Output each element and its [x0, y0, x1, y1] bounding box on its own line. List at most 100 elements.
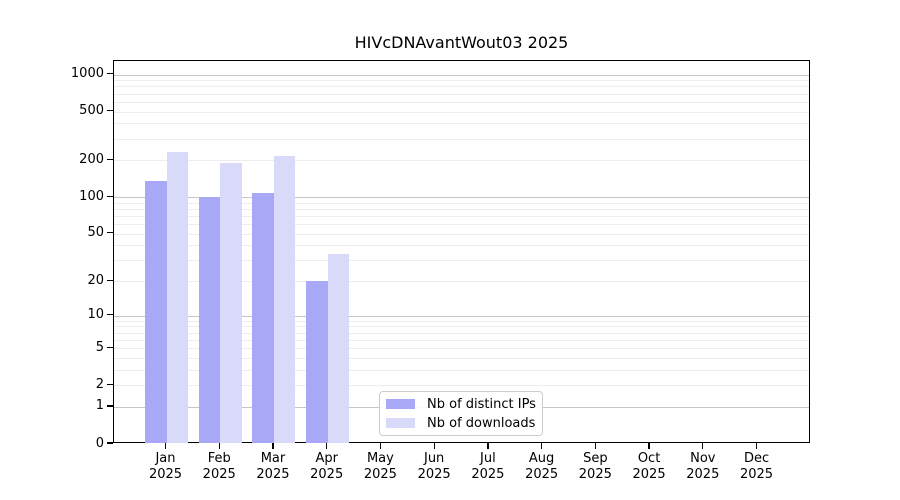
- x-tick-mark: [326, 443, 328, 449]
- y-tick-label: 200: [79, 151, 104, 167]
- major-gridline: [114, 74, 809, 76]
- bar-distinct-ips-apr: [306, 281, 328, 443]
- x-tick-label-jun: Jun 2025: [406, 451, 462, 483]
- x-tick-mark: [648, 443, 650, 449]
- bar-downloads-mar: [273, 156, 296, 443]
- downloads-swatch: [386, 418, 415, 428]
- x-tick-label-oct: Oct 2025: [621, 451, 677, 483]
- x-tick-label-line: May: [366, 451, 394, 466]
- x-tick-label-aug: Aug 2025: [514, 451, 570, 483]
- y-tick-mark: [107, 72, 113, 75]
- minor-gridline: [114, 245, 809, 247]
- y-tick-label: 100: [79, 188, 104, 204]
- minor-gridline: [114, 224, 809, 226]
- minor-gridline: [114, 357, 809, 359]
- minor-gridline: [114, 202, 809, 204]
- x-tick-label-line: 2025: [686, 467, 720, 482]
- bars-layer: [114, 61, 809, 443]
- x-tick-label-line: Sep: [583, 451, 608, 466]
- x-tick-mark: [541, 443, 543, 449]
- x-tick-label-dec: Dec 2025: [729, 451, 785, 483]
- x-tick-label-line: 2025: [471, 467, 505, 482]
- minor-gridline: [114, 385, 809, 387]
- minor-gridline: [114, 339, 809, 341]
- minor-gridline: [114, 93, 809, 95]
- x-tick-label-line: Apr: [315, 451, 338, 466]
- x-tick-label-sep: Sep 2025: [567, 451, 623, 483]
- x-tick-mark: [487, 443, 489, 449]
- y-tick-mark: [107, 442, 113, 444]
- y-tick-label: 5: [95, 339, 104, 355]
- x-tick-label-line: Jul: [480, 451, 496, 466]
- y-tick-label: 20: [87, 272, 104, 288]
- x-tick-label-line: Nov: [690, 451, 716, 466]
- x-tick-label-feb: Feb 2025: [191, 451, 247, 483]
- x-tick-label-line: Mar: [260, 451, 286, 466]
- bar-downloads-jan: [166, 151, 188, 443]
- y-tick-mark: [107, 232, 113, 234]
- bar-distinct-ips-jan: [145, 180, 167, 443]
- legend: Nb of distinct IPs Nb of downloads: [379, 391, 543, 436]
- minor-gridline: [114, 101, 809, 103]
- x-tick-mark: [272, 443, 274, 449]
- x-tick-label-nov: Nov 2025: [675, 451, 731, 483]
- x-tick-label-line: Oct: [637, 451, 661, 466]
- x-tick-label-line: Dec: [743, 451, 770, 466]
- minor-gridline: [114, 123, 809, 125]
- minor-gridline: [114, 369, 809, 371]
- x-tick-label-mar: Mar 2025: [245, 451, 301, 483]
- x-tick-label-line: 2025: [632, 467, 666, 482]
- x-tick-label-jul: Jul 2025: [460, 451, 516, 483]
- x-tick-label-line: 2025: [363, 467, 397, 482]
- minor-gridline: [114, 111, 809, 113]
- x-tick-mark: [702, 443, 704, 449]
- y-tick-label: 1: [95, 398, 104, 414]
- x-tick-mark: [433, 443, 435, 449]
- x-tick-mark: [218, 443, 220, 449]
- y-tick-mark: [107, 314, 113, 316]
- minor-gridline: [114, 80, 809, 82]
- plot-area: [113, 60, 810, 443]
- x-tick-label-line: 2025: [739, 467, 774, 482]
- x-tick-mark: [164, 443, 167, 449]
- x-tick-label-line: 2025: [202, 467, 236, 482]
- minor-gridline: [114, 86, 809, 88]
- x-tick-label-line: Feb: [207, 451, 231, 466]
- bar-downloads-apr: [327, 253, 350, 443]
- gridlines-layer: [114, 61, 809, 442]
- chart-title: HIVcDNAvantWout03 2025: [354, 33, 569, 52]
- legend-item-downloads: Nb of downloads: [386, 416, 535, 431]
- x-tick-label-line: 2025: [310, 467, 344, 482]
- bar-downloads-feb: [220, 163, 242, 443]
- minor-gridline: [114, 160, 809, 162]
- x-tick-label-line: 2025: [256, 467, 290, 482]
- x-tick-mark: [594, 443, 597, 449]
- minor-gridline: [114, 348, 809, 350]
- legend-label: Nb of distinct IPs: [427, 396, 536, 412]
- bar-distinct-ips-feb: [198, 197, 221, 443]
- major-gridline: [114, 315, 809, 317]
- distinct-ips-swatch: [386, 399, 415, 409]
- x-tick-mark: [379, 443, 382, 449]
- y-tick-label: 10: [87, 307, 104, 323]
- x-tick-label-line: 2025: [578, 467, 612, 482]
- x-tick-label-jan: Jan 2025: [138, 451, 194, 483]
- x-tick-mark: [755, 443, 758, 449]
- minor-gridline: [114, 208, 809, 210]
- y-tick-mark: [107, 158, 113, 161]
- minor-gridline: [114, 260, 809, 262]
- major-gridline: [114, 197, 809, 199]
- y-tick-mark: [107, 195, 113, 197]
- x-tick-label-apr: Apr 2025: [299, 451, 355, 483]
- bar-distinct-ips-mar: [252, 192, 274, 443]
- y-tick-label: 500: [79, 103, 104, 119]
- y-tick-label: 0: [95, 435, 104, 451]
- x-tick-label-line: 2025: [525, 467, 559, 482]
- minor-gridline: [114, 138, 809, 140]
- minor-gridline: [114, 320, 809, 322]
- y-tick-label: 50: [87, 225, 104, 241]
- y-tick-mark: [107, 346, 113, 348]
- x-tick-label-line: 2025: [417, 467, 451, 482]
- minor-gridline: [114, 216, 809, 218]
